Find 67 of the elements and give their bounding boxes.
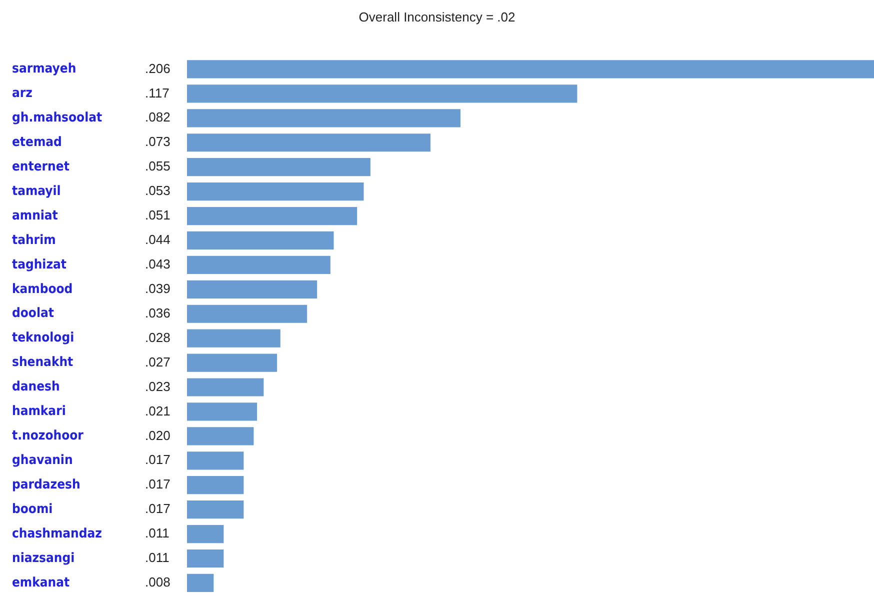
bar [187, 109, 460, 128]
data-label: .117 [145, 85, 170, 100]
bar [187, 402, 258, 421]
y-tick-label: arz [12, 86, 33, 102]
y-tick-label: shenakht [12, 355, 74, 370]
y-tick-label: hamkari [12, 404, 66, 420]
y-tick-label: niazsangi [12, 550, 75, 566]
y-tick-label: pardazesh [12, 477, 80, 492]
bar [187, 452, 244, 470]
bar [187, 256, 330, 274]
y-tick-label: boomi [12, 502, 53, 517]
bar [187, 427, 254, 446]
data-label: .053 [145, 183, 170, 198]
y-tick-label: ghavanin [12, 453, 73, 468]
y-tick-label: kambood [12, 282, 73, 297]
data-label: .011 [145, 526, 170, 541]
bar [187, 84, 578, 103]
y-tick-label: taghizat [12, 257, 67, 272]
bar [187, 231, 334, 250]
data-label: .044 [145, 232, 170, 248]
y-tick-label: etemad [12, 135, 62, 150]
data-label: .055 [145, 158, 170, 174]
bar [187, 574, 214, 592]
data-label: .020 [145, 428, 170, 443]
data-label: .036 [145, 305, 170, 320]
data-label: .027 [145, 354, 170, 370]
bar [187, 280, 318, 298]
y-tick-label: danesh [12, 380, 60, 395]
data-label: .017 [145, 452, 170, 468]
data-label: .008 [145, 574, 170, 590]
data-label: .023 [145, 378, 170, 394]
bar [187, 158, 370, 176]
bar [187, 500, 244, 519]
data-label: .082 [145, 110, 170, 125]
bar [187, 549, 224, 568]
data-label: .039 [145, 280, 170, 296]
bar [187, 182, 364, 201]
y-tick-label: gh.mahsoolat [12, 110, 102, 126]
y-tick-label: emkanat [12, 575, 70, 590]
bar [187, 329, 280, 348]
data-label: .206 [145, 60, 170, 76]
bar [187, 60, 874, 78]
y-tick-label: t.nozohoor [12, 428, 84, 444]
data-label: .017 [145, 476, 170, 492]
y-tick-label: enternet [12, 159, 70, 174]
y-tick-label: tahrim [12, 232, 56, 248]
bar [187, 304, 308, 323]
y-tick-label: tamayil [12, 184, 61, 199]
data-label: .051 [145, 208, 170, 223]
bar [187, 134, 430, 152]
bar [187, 476, 244, 494]
y-tick-label: amniat [12, 208, 58, 224]
bar [187, 524, 224, 544]
data-label: .017 [145, 501, 170, 516]
chart-title: Overall Inconsistency = .02 [358, 10, 516, 25]
data-label: .028 [145, 330, 170, 345]
y-tick-label: chashmandaz [12, 526, 102, 542]
bar [187, 378, 264, 396]
bar [187, 206, 358, 226]
data-label: .073 [145, 134, 170, 150]
y-tick-label: sarmayeh [12, 62, 76, 77]
y-tick-label: doolat [12, 306, 54, 322]
data-label: .021 [145, 403, 170, 418]
y-tick-label: teknologi [12, 330, 74, 346]
data-label: .043 [145, 256, 170, 272]
data-label: .011 [145, 550, 170, 566]
bar [187, 354, 278, 372]
